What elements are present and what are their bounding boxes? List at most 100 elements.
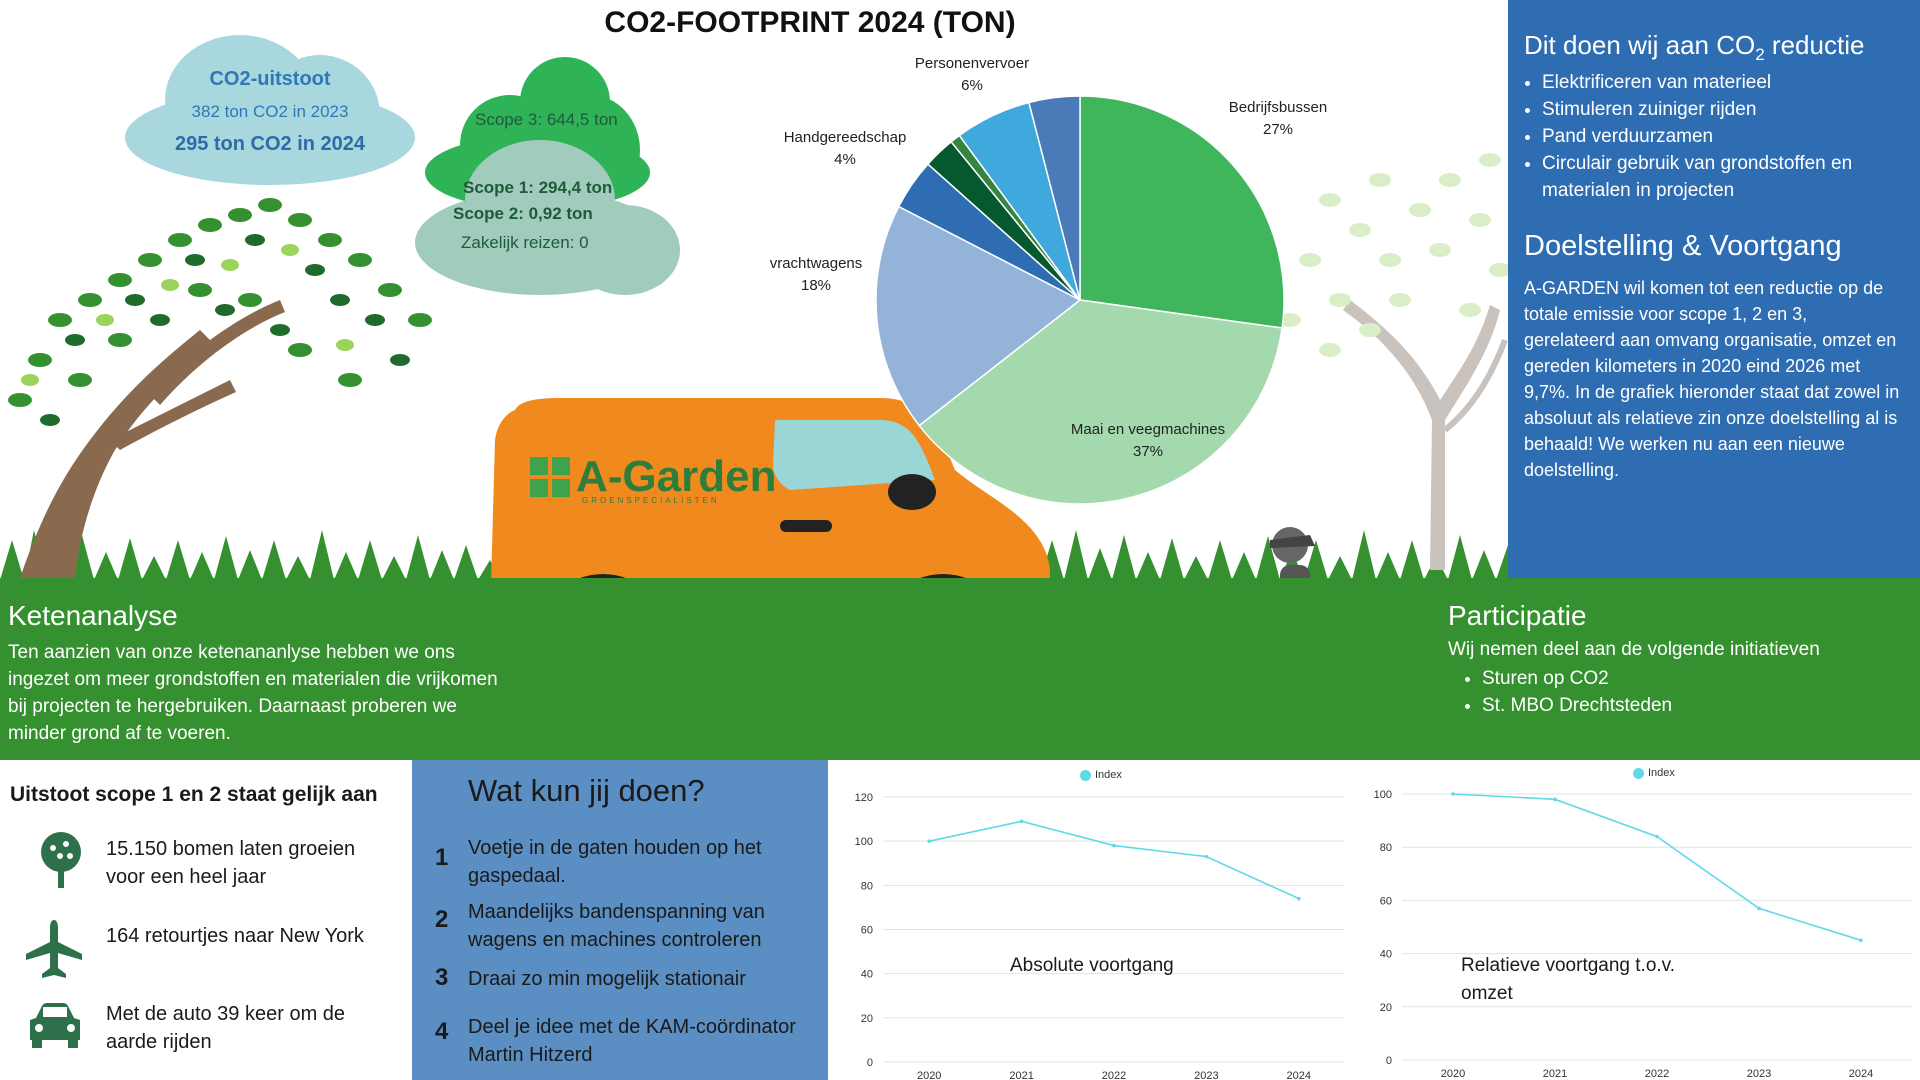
absolute-progress-chart: 0 20 40 60 80 100 120 2020 2021 2022 2023 2024 xyxy=(855,792,1345,1080)
reduction-panel: Dit doen wij aan CO2 reductie Elektrific… xyxy=(1508,0,1920,578)
x-tick-label: 2023 xyxy=(1747,1068,1771,1080)
a-garden-logo-mark xyxy=(530,457,570,497)
y-tick-label: 80 xyxy=(1380,842,1392,854)
participation-list: Sturen op CO2 St. MBO Drechtsteden xyxy=(1466,665,1672,719)
reduction-list: Elektrificeren van materieel Stimuleren … xyxy=(1524,69,1902,204)
goal-title: Doelstelling & Voortgang xyxy=(1524,230,1842,263)
data-point xyxy=(1112,843,1116,848)
data-point xyxy=(1451,792,1455,796)
van-brand-name: A-Garden xyxy=(576,452,777,501)
car-icon xyxy=(30,1003,80,1048)
data-point xyxy=(927,839,931,843)
action-text: Voetje in de gaten houden op het gaspeda… xyxy=(468,837,762,887)
list-item: St. MBO Drechtsteden xyxy=(1482,692,1672,719)
x-tick-label: 2024 xyxy=(1287,1070,1311,1080)
list-item: Pand verduurzamen xyxy=(1542,123,1902,150)
actions-title: Wat kun jij doen? xyxy=(468,773,705,808)
pie-slice xyxy=(1028,95,1081,301)
y-tick-label: 0 xyxy=(1386,1055,1392,1067)
reduction-title-prefix: Dit doen wij aan CO xyxy=(1524,30,1756,60)
action-number: 3 xyxy=(435,964,449,991)
x-tick-label: 2024 xyxy=(1849,1068,1873,1080)
y-tick-label: 60 xyxy=(1380,895,1392,907)
data-point xyxy=(1859,938,1863,943)
y-tick-label: 40 xyxy=(861,969,873,981)
pie-slice-label: Handgereedschap xyxy=(784,129,907,146)
y-tick-label: 80 xyxy=(861,880,873,892)
list-item: Sturen op CO2 xyxy=(1482,665,1672,692)
legend-label: Index xyxy=(1095,769,1122,781)
y-tick-label: 60 xyxy=(861,925,873,937)
x-tick-label: 2022 xyxy=(1102,1070,1126,1080)
tree-left xyxy=(8,198,432,578)
pie-slice-percent: 37% xyxy=(1133,443,1163,460)
x-tick-label: 2021 xyxy=(1009,1070,1033,1080)
action-text: Deel je idee met de KAM-coördinator Mart… xyxy=(468,1016,796,1066)
legend-label: Index xyxy=(1648,767,1675,779)
y-tick-label: 100 xyxy=(1374,789,1392,801)
pie-slice-label: vrachtwagens xyxy=(770,255,863,272)
y-tick-label: 100 xyxy=(855,836,873,848)
green-band xyxy=(0,578,1920,760)
equivalent-flights-text: 164 retourtjes naar New York xyxy=(106,925,364,947)
data-point xyxy=(1553,797,1557,802)
actions-panel xyxy=(412,760,828,1080)
pie-slice xyxy=(918,299,1283,505)
participation-intro: Wij nemen deel aan de volgende initiatie… xyxy=(1448,639,1820,660)
pie-slice-label: Personenvervoer xyxy=(915,55,1029,72)
scope1-value: Scope 1: 294,4 ton xyxy=(463,178,613,197)
action-number: 4 xyxy=(435,1018,449,1045)
x-tick-label: 2020 xyxy=(917,1070,941,1080)
y-tick-label: 0 xyxy=(867,1057,873,1069)
relative-progress-chart: 0 20 40 60 80 100 2020 2021 2022 2023 2024 xyxy=(1374,789,1912,1080)
data-point xyxy=(1655,834,1659,839)
y-tick-label: 40 xyxy=(1380,949,1392,961)
list-item: Elektrificeren van materieel xyxy=(1542,69,1902,96)
pie-slice-label: Maai en veegmachines xyxy=(1071,421,1225,438)
participation-title: Participatie xyxy=(1448,600,1587,631)
chain-analysis-text: Ten aanzien van onze ketenananlyse hebbe… xyxy=(8,642,498,744)
action-number: 1 xyxy=(435,844,449,871)
equivalent-trees-text: 15.150 bomen laten groeien voor een heel… xyxy=(106,838,356,888)
scope3-value: Scope 3: 644,5 ton xyxy=(475,110,618,129)
absolute-progress-label: Absolute voortgang xyxy=(1010,955,1174,976)
grass-tufts xyxy=(0,530,1508,580)
pie-slice-percent: 6% xyxy=(961,77,983,94)
list-item: Stimuleren zuiniger rijden xyxy=(1542,96,1902,123)
action-text: Maandelijks bandenspanning van wagens en… xyxy=(468,901,765,951)
footprint-pie-chart: Bedrijfsbussen 27% Maai en veegmachines 37%… xyxy=(770,55,1327,505)
legend-swatch xyxy=(1633,767,1644,779)
action-text: Draai zo min mogelijk stationair xyxy=(468,968,746,990)
x-tick-label: 2022 xyxy=(1645,1068,1669,1080)
y-tick-label: 20 xyxy=(861,1013,873,1025)
data-point xyxy=(1297,896,1301,901)
scope-clouds xyxy=(415,55,690,295)
y-tick-label: 120 xyxy=(855,792,873,804)
chain-analysis-title: Ketenanalyse xyxy=(8,600,178,631)
business-travel-value: Zakelijk reizen: 0 xyxy=(461,233,589,252)
reduction-title-sub: 2 xyxy=(1755,45,1765,65)
pie-slice xyxy=(1079,95,1285,329)
page-title: CO2-FOOTPRINT 2024 (TON) xyxy=(604,6,1016,39)
pie-slice-percent: 27% xyxy=(1263,121,1293,138)
legend-swatch xyxy=(1080,769,1091,781)
equivalent-car-text: Met de auto 39 keer om de aarde rijden xyxy=(106,1003,346,1053)
airplane-icon xyxy=(26,920,82,978)
y-tick-label: 20 xyxy=(1380,1002,1392,1014)
scope2-value: Scope 2: 0,92 ton xyxy=(453,204,593,223)
abs-chart-legend: Index xyxy=(1080,769,1122,781)
relative-progress-label: Relatieve voortgang t.o.v. omzet xyxy=(1461,955,1676,1004)
list-item: Circulair gebruik van grondstoffen en ma… xyxy=(1542,150,1902,204)
data-point xyxy=(1019,819,1024,824)
action-number: 2 xyxy=(435,906,449,933)
reduction-title-suffix: reductie xyxy=(1764,30,1865,60)
x-tick-label: 2023 xyxy=(1194,1070,1218,1080)
pie-slice xyxy=(875,205,1082,427)
tree-icon xyxy=(41,832,81,888)
co2-2023-value: 382 ton CO2 in 2023 xyxy=(191,102,349,121)
data-point xyxy=(1204,854,1209,859)
tree-right xyxy=(1259,153,1511,570)
x-tick-label: 2020 xyxy=(1441,1068,1465,1080)
van-brand-tagline: GROENSPECIALISTEN xyxy=(582,496,720,505)
data-point xyxy=(1757,906,1761,911)
